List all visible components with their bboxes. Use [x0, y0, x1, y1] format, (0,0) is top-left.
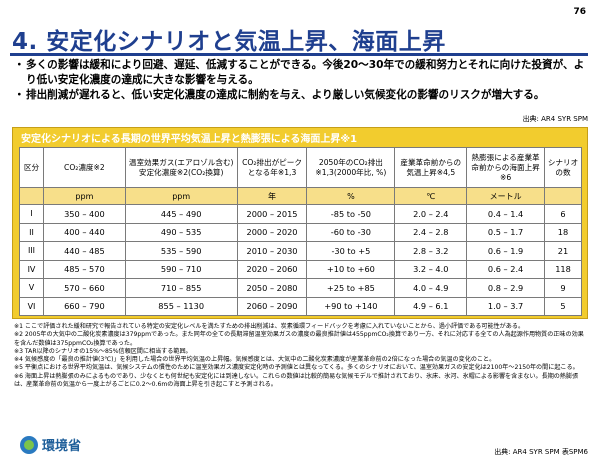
- table-cell: III: [19, 241, 44, 261]
- scenario-table-panel: 安定化シナリオによる長期の世界平均気温上昇と熱膨張による海面上昇※1 区分 CO…: [12, 127, 588, 319]
- table-cell: VI: [19, 296, 44, 316]
- column-header: 熱膨張による産業革命前からの海面上昇※6: [466, 147, 546, 188]
- table-cell: 21: [544, 241, 582, 261]
- table-cell: 0.8 – 2.9: [466, 278, 546, 298]
- scenario-table: 区分 CO₂濃度※2 温室効果ガス(エアロゾル含む)安定化濃度※2(CO₂換算)…: [19, 147, 582, 316]
- unit-cell: ppm: [42, 187, 126, 205]
- table-cell: 5: [544, 296, 582, 316]
- title-underline: [10, 53, 588, 56]
- unit-cell: ppm: [124, 187, 238, 205]
- table-cell: 9: [544, 278, 582, 298]
- bullet-item: 多くの影響は緩和により回避、遅延、低減することができる。今後20～30年での緩和…: [14, 58, 586, 88]
- ministry-logo: 環境省: [20, 435, 81, 454]
- table-cell: 2000 – 2015: [236, 204, 308, 224]
- column-header: シナリオの数: [544, 147, 582, 188]
- table-cell: 350 – 400: [42, 204, 126, 224]
- table-cell: 710 – 855: [124, 278, 238, 298]
- table-cell: 2060 – 2090: [236, 296, 308, 316]
- table-cell: 855 – 1130: [124, 296, 238, 316]
- table-cell: 570 – 660: [42, 278, 126, 298]
- table-cell: 2.8 – 3.2: [394, 241, 468, 261]
- table-cell: 590 – 710: [124, 259, 238, 279]
- page-title: 4. 安定化シナリオと気温上昇、海面上昇: [12, 29, 446, 55]
- footnote: ※6 海面上昇は熱膨張のみによるものであり、少なくとも何世紀も安定化には到達しな…: [14, 372, 579, 389]
- footnotes: ※1 ここで評価された緩和研究で報告されている特定の安定化レベルを満たすための排…: [14, 323, 588, 389]
- table-cell: 440 – 485: [42, 241, 126, 261]
- table-cell: 0.4 – 1.4: [466, 204, 546, 224]
- table-cell: +10 to +60: [306, 259, 396, 279]
- table-cell: 4.9 – 6.1: [394, 296, 468, 316]
- table-cell: 1.0 – 3.7: [466, 296, 546, 316]
- unit-cell: %: [306, 187, 396, 205]
- column-header: 区分: [19, 147, 44, 188]
- table-row: IV 485 – 570 590 – 710 2020 – 2060 +10 to +6…: [19, 259, 582, 279]
- table-cell: 2000 – 2020: [236, 222, 308, 242]
- column-header: 温室効果ガス(エアロゾル含む)安定化濃度※2(CO₂換算): [124, 147, 238, 188]
- column-header: 産業革命前からの気温上昇※4,5: [394, 147, 468, 188]
- table-cell: 2010 – 2030: [236, 241, 308, 261]
- table-cell: -30 to +5: [306, 241, 396, 261]
- footnote: ※1 ここで評価された緩和研究で報告されている特定の安定化レベルを満たすための排…: [14, 323, 525, 330]
- table-cell: 2.4 – 2.8: [394, 222, 468, 242]
- footnote: ※3 TAR以降のシナリオの15%～85%信頼区間に相当する範囲。: [14, 347, 192, 355]
- unit-cell: メートル: [466, 187, 546, 205]
- table-cell: +25 to +85: [306, 278, 396, 298]
- bullet-item: 排出削減が遅れると、低い安定化濃度の達成に制約を与え、より厳しい気候変化の影響の…: [14, 88, 586, 103]
- table-cell: 490 – 535: [124, 222, 238, 242]
- column-header: CO₂排出がピークとなる年※1,3: [236, 147, 308, 188]
- source-citation-top: 出典: AR4 SYR SPM: [522, 115, 588, 123]
- table-cell: 0.6 – 1.9: [466, 241, 546, 261]
- table-cell: 18: [544, 222, 582, 242]
- table-cell: 4.0 – 4.9: [394, 278, 468, 298]
- column-header: 2050年のCO₂排出※1,3(2000年比, %): [306, 147, 396, 188]
- table-title: 安定化シナリオによる長期の世界平均気温上昇と熱膨張による海面上昇※1: [21, 134, 358, 145]
- unit-cell: [544, 187, 582, 205]
- table-cell: 118: [544, 259, 582, 279]
- table-row: I 350 – 400 445 – 490 2000 – 2015 -85 to -50…: [19, 204, 582, 224]
- unit-cell: [19, 187, 44, 205]
- table-cell: 0.6 – 2.4: [466, 259, 546, 279]
- table-row: III 440 – 485 535 – 590 2010 – 2030 -30 to +…: [19, 241, 582, 261]
- unit-cell: 年: [236, 187, 308, 205]
- globe-logo-icon: [20, 435, 38, 454]
- table-cell: IV: [19, 259, 44, 279]
- table-cell: 400 – 440: [42, 222, 126, 242]
- table-cell: 660 – 790: [42, 296, 126, 316]
- footnote: ※4 気候感度の「最良の推計値(3℃)」を利用した場合の世界平均気温の上昇幅。気…: [14, 356, 496, 364]
- table-cell: -85 to -50: [306, 204, 396, 224]
- logo-text: 環境省: [42, 439, 82, 454]
- table-cell: -60 to -30: [306, 222, 396, 242]
- table-cell: 2020 – 2060: [236, 259, 308, 279]
- table-cell: 445 – 490: [124, 204, 238, 224]
- table-cell: I: [19, 204, 44, 224]
- unit-cell: ℃: [394, 187, 468, 205]
- table-row: II 400 – 440 490 – 535 2000 – 2020 -60 to -3…: [19, 222, 582, 242]
- table-header-row: 区分 CO₂濃度※2 温室効果ガス(エアロゾル含む)安定化濃度※2(CO₂換算)…: [19, 147, 582, 188]
- table-cell: 0.5 – 1.7: [466, 222, 546, 242]
- column-header: CO₂濃度※2: [42, 147, 126, 188]
- source-citation-bottom: 出典: AR4 SYR SPM 表SPM6: [494, 448, 588, 456]
- table-cell: 2.0 – 2.4: [394, 204, 468, 224]
- footnote: ※5 平衡点における世界平均気温は、気候システムの慣性のために温室効果ガス濃度安…: [14, 364, 579, 372]
- table-cell: II: [19, 222, 44, 242]
- table-row: VI 660 – 790 855 – 1130 2060 – 2090 +90 to +…: [19, 296, 582, 316]
- table-cell: 535 – 590: [124, 241, 238, 261]
- page-number: 76: [573, 7, 586, 17]
- table-cell: +90 to +140: [306, 296, 396, 316]
- bullet-list: 多くの影響は緩和により回避、遅延、低減することができる。今後20～30年での緩和…: [14, 58, 586, 103]
- table-cell: V: [19, 278, 44, 298]
- table-cell: 2050 – 2080: [236, 278, 308, 298]
- table-cell: 3.2 – 4.0: [394, 259, 468, 279]
- table-cell: 485 – 570: [42, 259, 126, 279]
- footnote: ※2 2005年の大気中の二酸化炭素濃度は379ppmであった。また同年の全ての…: [14, 331, 584, 347]
- table-units-row: ppm ppm 年 % ℃ メートル: [19, 187, 582, 205]
- table-row: V 570 – 660 710 – 855 2050 – 2080 +25 to +85…: [19, 278, 582, 298]
- table-cell: 6: [544, 204, 582, 224]
